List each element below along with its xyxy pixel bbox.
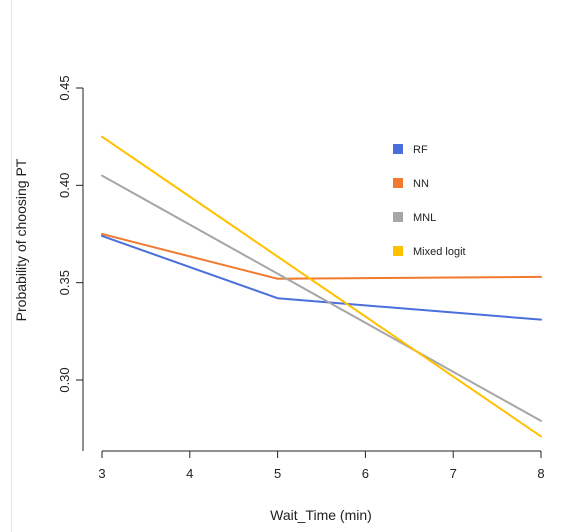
y-axis: 0.30 0.35 0.40 0.45 (57, 75, 84, 451)
y-axis-title: Probability of choosing PT (13, 158, 29, 321)
x-axis: 3 4 5 6 7 8 (98, 450, 545, 481)
x-tick-label: 4 (186, 466, 193, 481)
series-line-mixed-logit (101, 135, 542, 438)
x-tick-label: 8 (537, 466, 544, 481)
panel-left-border (11, 0, 12, 532)
x-tick-label: 6 (362, 466, 369, 481)
y-tick-label: 0.40 (57, 173, 72, 198)
legend-label-rf: RF (413, 144, 428, 156)
legend-label-nn: NN (413, 178, 429, 190)
y-tick-label: 0.30 (57, 367, 72, 392)
x-tick-label: 7 (450, 466, 457, 481)
x-axis-title: Wait_Time (min) (270, 507, 372, 523)
x-tick-label: 3 (98, 466, 105, 481)
legend: RF NN MNL Mixed logit (393, 144, 466, 258)
x-tick-label: 5 (274, 466, 281, 481)
y-tick-label: 0.35 (57, 270, 72, 295)
legend-swatch-rf (393, 144, 403, 154)
series-lines (101, 135, 542, 438)
y-tick-label: 0.45 (57, 75, 72, 100)
series-line-mnl (101, 174, 542, 422)
legend-swatch-mixed-logit (393, 246, 403, 256)
series-line-nn (101, 233, 542, 280)
series-line-rf (101, 234, 542, 321)
legend-label-mixed-logit: Mixed logit (413, 246, 466, 258)
legend-swatch-nn (393, 178, 403, 188)
legend-swatch-mnl (393, 212, 403, 222)
legend-label-mnl: MNL (413, 212, 436, 224)
